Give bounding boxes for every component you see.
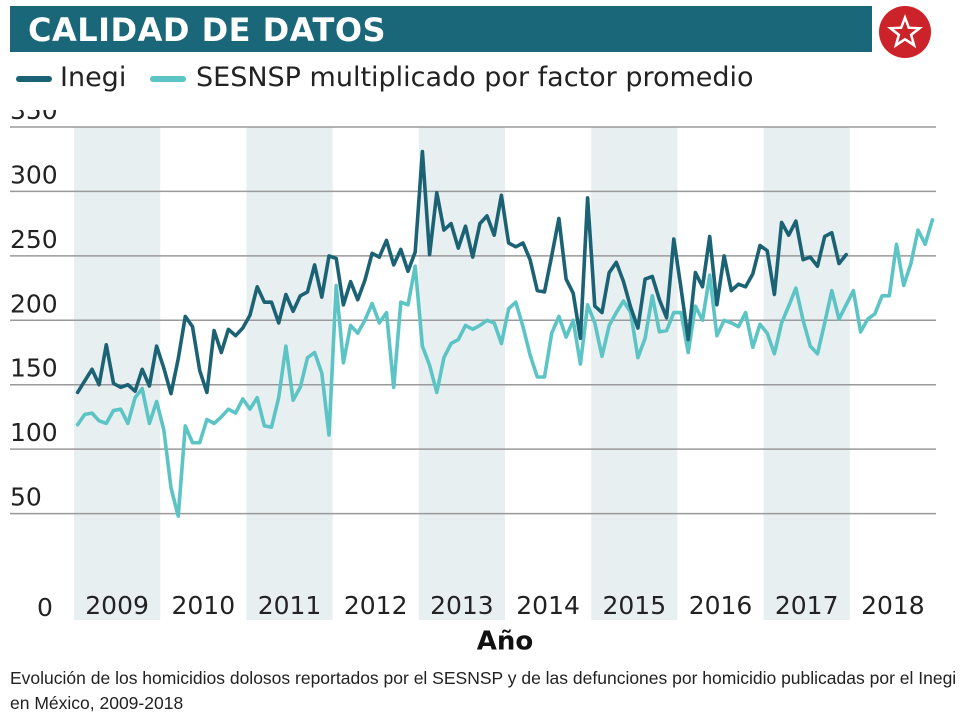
x-tick-label-2013: 2013 (430, 591, 494, 620)
y-tick-label-100: 100 (10, 418, 58, 447)
y-tick-label-300: 300 (10, 160, 58, 189)
y-tick-label-150: 150 (10, 354, 58, 383)
x-tick-label-2014: 2014 (516, 591, 580, 620)
title-bar: CALIDAD DE DATOS (10, 6, 872, 52)
series-line-sesnsp (75, 218, 935, 518)
y-tick-label-250: 250 (10, 225, 58, 254)
legend-swatch-inegi (16, 76, 52, 82)
year-band-2009 (74, 127, 161, 620)
line-chart: 0 50 100 150 200 250 300 350 2009 2010 2011 2012 201… (10, 110, 936, 657)
x-axis-title: Año (477, 627, 534, 657)
series-line-inegi (75, 149, 849, 396)
x-tick-label-2009: 2009 (85, 591, 149, 620)
x-tick-label-2017: 2017 (775, 591, 839, 620)
star-icon (876, 3, 934, 61)
page-title: CALIDAD DE DATOS (28, 11, 387, 49)
legend-swatch-sesnsp (150, 76, 186, 82)
year-band-2017 (763, 127, 850, 620)
y-tick-label-350: 350 (10, 110, 58, 125)
year-band-2015 (591, 127, 678, 620)
x-tick-label-2011: 2011 (258, 591, 322, 620)
legend-label-inegi: Inegi (60, 62, 127, 93)
x-tick-label-2015: 2015 (602, 591, 666, 620)
y-tick-label-200: 200 (10, 289, 58, 318)
y-tick-label-0: 0 (37, 593, 53, 622)
x-tick-label-2018: 2018 (861, 591, 925, 620)
chart-caption: Evolución de los homicidios dolosos repo… (10, 668, 957, 713)
x-tick-label-2016: 2016 (689, 591, 753, 620)
legend-label-sesnsp: SESNSP multiplicado por factor promedio (196, 62, 754, 93)
x-tick-label-2010: 2010 (171, 591, 235, 620)
badge-star-inner (893, 21, 917, 43)
x-tick-label-2012: 2012 (344, 591, 408, 620)
y-tick-label-50: 50 (10, 483, 42, 512)
